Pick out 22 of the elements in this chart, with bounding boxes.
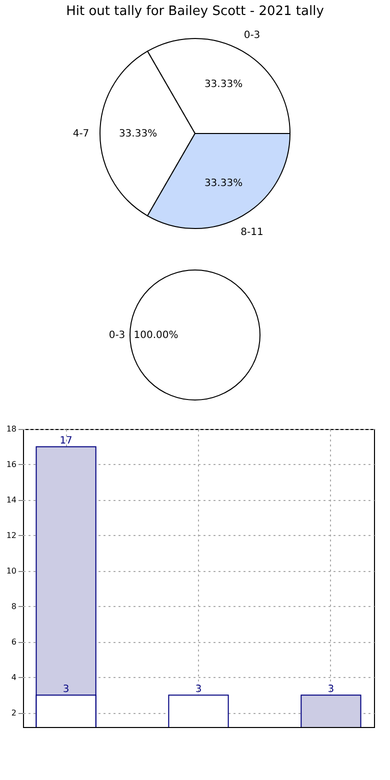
y-tick-label: 2 <box>11 708 16 718</box>
y-tick-label: 18 <box>6 424 16 434</box>
data-label: 33.33% <box>204 79 243 90</box>
data-label: 3 <box>62 684 70 696</box>
data-label: 33.33% <box>118 128 158 140</box>
chart-title: Hit out tally for Bailey Scott - 2021 tally <box>66 4 324 19</box>
slice-label: 8-11 <box>240 227 264 238</box>
y-tick-label: 6 <box>11 637 16 646</box>
y-tick-label: 16 <box>6 460 16 469</box>
data-label: 33.33% <box>204 178 243 189</box>
y-tick-label: 12 <box>6 530 16 540</box>
slice-label: 0-3 <box>108 330 126 341</box>
y-tick-label: 8 <box>11 602 16 611</box>
y-tick-label: 14 <box>6 495 16 504</box>
data-label: 17 <box>60 436 72 447</box>
slice-label: 0-3 <box>244 30 260 41</box>
data-label: 100.00% <box>134 330 178 341</box>
y-tick-label: 4 <box>11 672 16 682</box>
y-tick-label: 10 <box>6 566 16 576</box>
data-label: 3 <box>328 684 334 696</box>
slice-label: 4-7 <box>72 128 90 140</box>
data-label: 3 <box>195 684 202 696</box>
